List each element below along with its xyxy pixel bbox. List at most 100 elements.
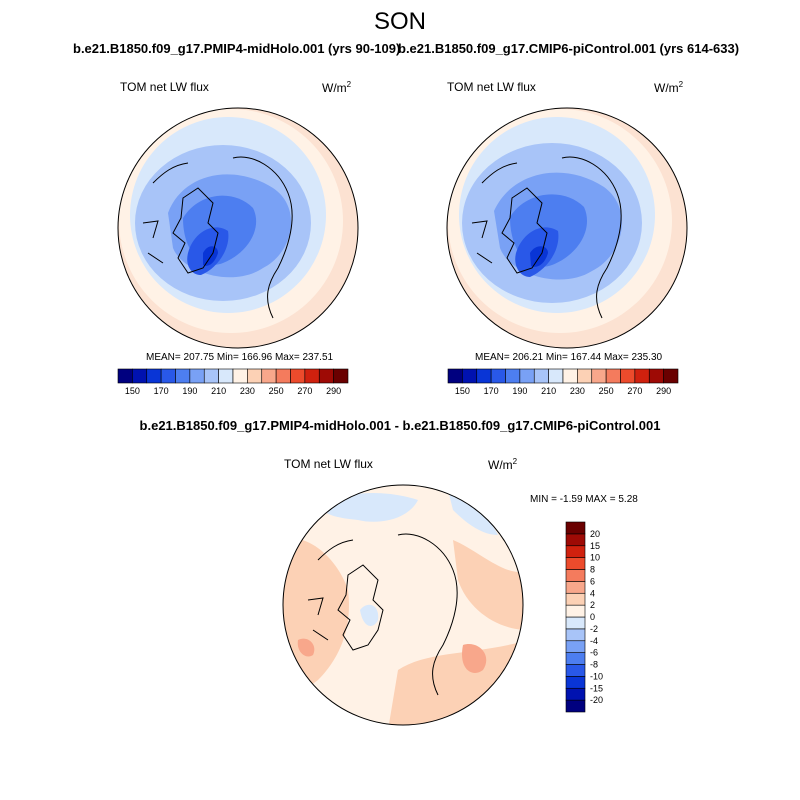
- colorbar-box: [261, 368, 277, 384]
- colorbar-tick-label: -8: [590, 660, 598, 670]
- colorbar-tick-label: -2: [590, 624, 598, 634]
- colorbar-tick-label: 290: [656, 386, 671, 396]
- panel3-units-label: W/m2: [488, 457, 518, 472]
- map-coastline-greenland: [172, 187, 219, 274]
- colorbar-tick-label: 170: [484, 386, 499, 396]
- colorbar-tick-label: 150: [455, 386, 470, 396]
- colorbar-tick-label: 250: [599, 386, 614, 396]
- map-field-level-2-4-east: [453, 540, 523, 630]
- panel3-variable-label: TOM net LW flux: [284, 457, 373, 471]
- colorbar-box: [218, 368, 234, 384]
- colorbar-box: [247, 368, 263, 384]
- colorbar-box: [565, 628, 586, 642]
- map-boundary: [446, 107, 688, 349]
- colorbar-tick-label: 20: [590, 529, 600, 539]
- colorbar-box: [232, 368, 248, 384]
- colorbar-box: [565, 640, 586, 653]
- colorbar-box: [132, 368, 148, 384]
- colorbar-tick-label: -10: [590, 671, 603, 681]
- map-coastline-eurasia: [561, 156, 622, 319]
- colorbar-box: [565, 569, 586, 582]
- map-field-level-4-6-west: [297, 638, 315, 657]
- map-coastline-americas: [471, 162, 518, 264]
- colorbar-box: [203, 368, 219, 384]
- colorbar-tick-label: 4: [590, 588, 595, 598]
- map-boundary: [282, 484, 524, 726]
- colorbar-box: [605, 368, 621, 384]
- colorbar-box: [565, 664, 586, 677]
- map-coastline-americas: [307, 539, 354, 641]
- colorbar-tick-label: 190: [512, 386, 527, 396]
- colorbar-box: [663, 368, 679, 384]
- colorbar-box: [533, 368, 549, 384]
- colorbar-tick-label: 10: [590, 553, 600, 563]
- colorbar-box: [318, 368, 334, 384]
- colorbar-tick-label: -4: [590, 636, 598, 646]
- colorbar-tick-label: 290: [326, 386, 341, 396]
- colorbar-box: [565, 699, 586, 713]
- colorbar-box: [562, 368, 578, 384]
- colorbar-box: [462, 368, 478, 384]
- colorbar-tick-label: 230: [240, 386, 255, 396]
- colorbar-box: [476, 368, 492, 384]
- map-field-level-4-6-east: [462, 644, 487, 673]
- map-field-level-neg2-0-center: [360, 604, 379, 626]
- panel3-polar-map: [282, 484, 524, 726]
- colorbar-box: [490, 368, 506, 384]
- panel1-colorbar: 150 170 190 210 230 250 270 290: [117, 368, 349, 396]
- map-coastline-eurasia: [397, 533, 458, 696]
- panel2-colorbar: 150 170 190 210 230 250 270 290: [447, 368, 679, 396]
- colorbar-tick-label: 210: [211, 386, 226, 396]
- colorbar-box: [565, 604, 586, 618]
- colorbar-box: [565, 687, 586, 701]
- colorbar-tick-label: -20: [590, 695, 603, 705]
- colorbar-box: [290, 368, 306, 384]
- colorbar-tick-label: 270: [627, 386, 642, 396]
- colorbar-tick-label: 15: [590, 541, 600, 551]
- map-coastline-greenland: [337, 564, 384, 651]
- colorbar-box: [519, 368, 535, 384]
- panel2-variable-label: TOM net LW flux: [447, 80, 536, 94]
- colorbar-box: [304, 368, 320, 384]
- colorbar-box: [577, 368, 593, 384]
- colorbar-box: [447, 368, 463, 384]
- colorbar-box: [333, 368, 349, 384]
- colorbar-box: [565, 676, 586, 689]
- colorbar-tick-label: 190: [182, 386, 197, 396]
- panel1-polar-map: [117, 107, 359, 349]
- colorbar-tick-label: -15: [590, 683, 603, 693]
- colorbar-box: [565, 616, 586, 630]
- panel2-title: b.e21.B1850.f09_g17.CMIP6-piControl.001 …: [398, 41, 740, 56]
- colorbar-box: [146, 368, 162, 384]
- panel2-stats: MEAN= 206.21 Min= 167.44 Max= 235.30: [475, 352, 663, 363]
- colorbar-box: [565, 592, 586, 606]
- colorbar-box: [548, 368, 564, 384]
- panel1-units-label: W/m2: [322, 80, 352, 95]
- panel1-title: b.e21.B1850.f09_g17.PMIP4-midHolo.001 (y…: [73, 41, 401, 56]
- colorbar-box: [189, 368, 205, 384]
- colorbar-box: [565, 533, 586, 547]
- colorbar-tick-label: 0: [590, 612, 595, 622]
- panel3-title: b.e21.B1850.f09_g17.PMIP4-midHolo.001 - …: [139, 418, 661, 433]
- colorbar-tick-label: 6: [590, 576, 595, 586]
- panel1-variable-label: TOM net LW flux: [120, 80, 209, 94]
- colorbar-tick-label: 250: [269, 386, 284, 396]
- colorbar-tick-label: 230: [570, 386, 585, 396]
- colorbar-box: [275, 368, 291, 384]
- colorbar-tick-label: 170: [154, 386, 169, 396]
- colorbar-box: [620, 368, 636, 384]
- colorbar-box: [565, 521, 586, 535]
- colorbar-tick-label: 8: [590, 565, 595, 575]
- colorbar-box: [591, 368, 607, 384]
- map-field-level-neg2-0-ne: [448, 490, 498, 535]
- colorbar-box: [117, 368, 133, 384]
- colorbar-box: [565, 581, 586, 594]
- map-coastline-americas: [142, 162, 189, 264]
- panel1-stats: MEAN= 207.75 Min= 166.96 Max= 237.51: [146, 352, 334, 363]
- figure-title: SON: [373, 8, 426, 35]
- colorbar-box: [160, 368, 176, 384]
- colorbar-box: [175, 368, 191, 384]
- colorbar-tick-label: 270: [297, 386, 312, 396]
- colorbar-box: [565, 652, 586, 665]
